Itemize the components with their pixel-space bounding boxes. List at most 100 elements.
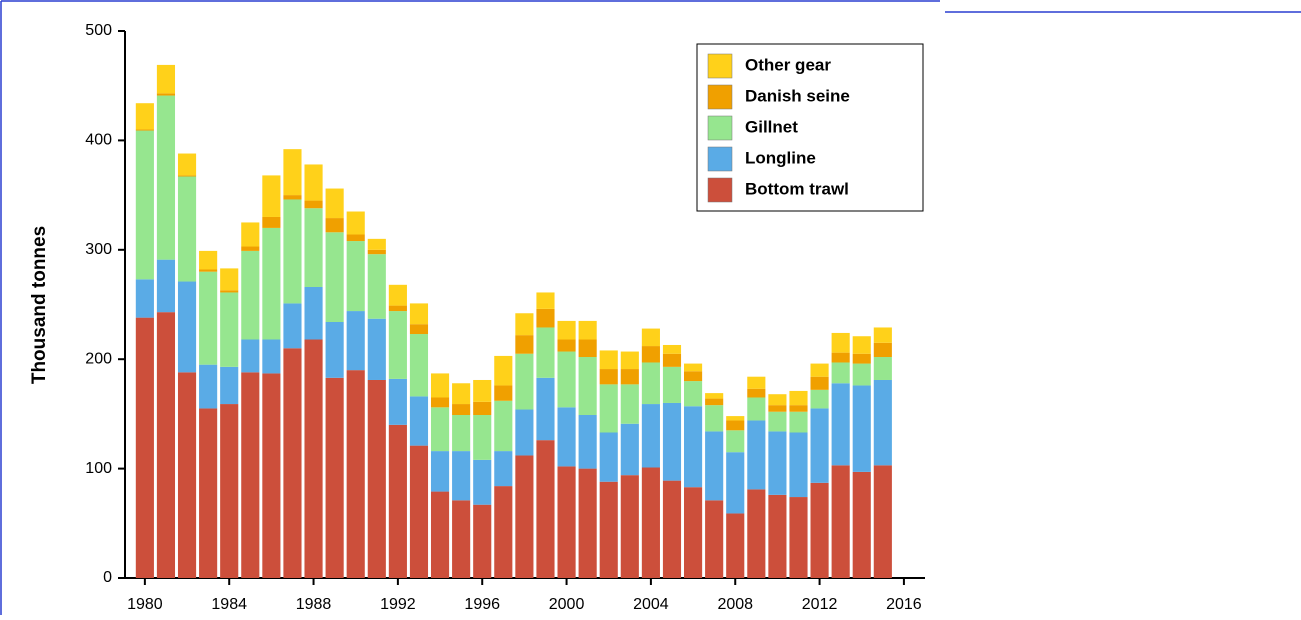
bar-segment [177, 176, 197, 282]
bar-segment [346, 311, 365, 371]
bar-segment [684, 381, 703, 407]
bar-segment [726, 513, 745, 578]
bar-segment [620, 423, 639, 476]
bar-segment [831, 362, 850, 384]
x-tick-label: 2008 [717, 596, 753, 613]
bar-segment [262, 227, 281, 340]
bar-segment [684, 406, 703, 488]
bar-segment [220, 290, 239, 293]
bar-segment [494, 451, 513, 487]
bar-segment [452, 451, 471, 501]
bar-segment [199, 271, 218, 365]
bar-segment [662, 344, 682, 354]
bar-segment [768, 494, 787, 578]
bar-segment [768, 411, 787, 432]
bar-segment [346, 370, 365, 578]
bar-segment [135, 317, 154, 578]
bar-segment [409, 445, 429, 578]
x-tick-label: 1984 [211, 596, 247, 613]
bar-segment [705, 431, 724, 501]
bar-segment [388, 284, 407, 306]
bar-segment [177, 175, 197, 177]
bar-segment [220, 404, 239, 578]
bar-segment [494, 400, 513, 452]
bar-segment [641, 467, 660, 578]
bar-segment [557, 351, 576, 408]
bar-segment [726, 452, 745, 514]
bar-segment [599, 350, 618, 370]
bar-segment [409, 324, 429, 335]
bar-segment [156, 312, 176, 578]
bar-segment [789, 497, 808, 578]
bar-segment [473, 459, 492, 505]
bar-segment [367, 318, 386, 380]
bar-segment [262, 339, 281, 374]
bar-segment [684, 487, 703, 578]
x-tick-label: 2000 [549, 596, 585, 613]
bar-segment [515, 335, 534, 354]
bar-segment [515, 409, 534, 456]
bar-segment [557, 407, 576, 467]
bar-segment [536, 308, 555, 328]
bar-segment [810, 363, 829, 377]
bar-segment [241, 246, 260, 251]
bar-segment [409, 334, 429, 397]
bar-segment [768, 394, 787, 406]
bar-segment [578, 320, 597, 340]
bar-segment [135, 279, 154, 318]
bar-segment [789, 432, 808, 498]
bar-segment [220, 292, 239, 367]
bar-segment [747, 489, 766, 578]
bar-segment [283, 199, 302, 304]
bar-segment [156, 95, 176, 260]
bar-segment [135, 103, 154, 130]
bar-segment [852, 385, 871, 472]
x-tick-label: 2012 [802, 596, 838, 613]
bar-segment [662, 353, 682, 367]
bar-segment [241, 372, 260, 578]
bar-segment [199, 250, 218, 270]
legend-label: Longline [745, 148, 816, 167]
bar-segment [220, 268, 239, 291]
bar-segment [578, 468, 597, 578]
bar-segment [452, 383, 471, 405]
bar-segment [430, 491, 450, 578]
bar-segment [177, 153, 197, 176]
bar-segment [156, 259, 176, 313]
bar-segment [452, 500, 471, 578]
bar-segment [831, 332, 850, 353]
bar-segment [430, 373, 450, 398]
bar-segment [747, 376, 766, 389]
y-tick-label: 100 [85, 460, 112, 477]
bar-segment [536, 292, 555, 309]
bar-segment [367, 238, 386, 250]
legend-swatch [707, 177, 733, 203]
bar-segment [620, 475, 639, 578]
bar-segment [705, 393, 724, 399]
bar-segment [662, 402, 682, 481]
bar-segment [578, 414, 597, 469]
bar-segment [177, 372, 197, 578]
bar-segment [325, 322, 344, 378]
bar-segment [599, 369, 618, 385]
bar-segment [684, 363, 703, 372]
bar-segment [430, 397, 450, 408]
bar-segment [810, 408, 829, 483]
bar-segment [494, 486, 513, 578]
bar-segment [599, 432, 618, 482]
y-tick-label: 0 [103, 569, 112, 586]
bar-segment [367, 254, 386, 319]
bar-segment [873, 465, 892, 578]
bar-segment [325, 377, 344, 578]
bar-segment [262, 216, 281, 228]
bar-segment [304, 200, 323, 209]
bar-segment [536, 440, 555, 578]
bar-segment [599, 384, 618, 433]
bar-segment [346, 241, 365, 312]
bar-segment [873, 327, 892, 343]
bar-segment [388, 424, 407, 578]
bar-segment [283, 149, 302, 196]
y-tick-label: 500 [85, 22, 112, 39]
legend-swatch [707, 84, 733, 110]
bar-segment [367, 249, 386, 255]
